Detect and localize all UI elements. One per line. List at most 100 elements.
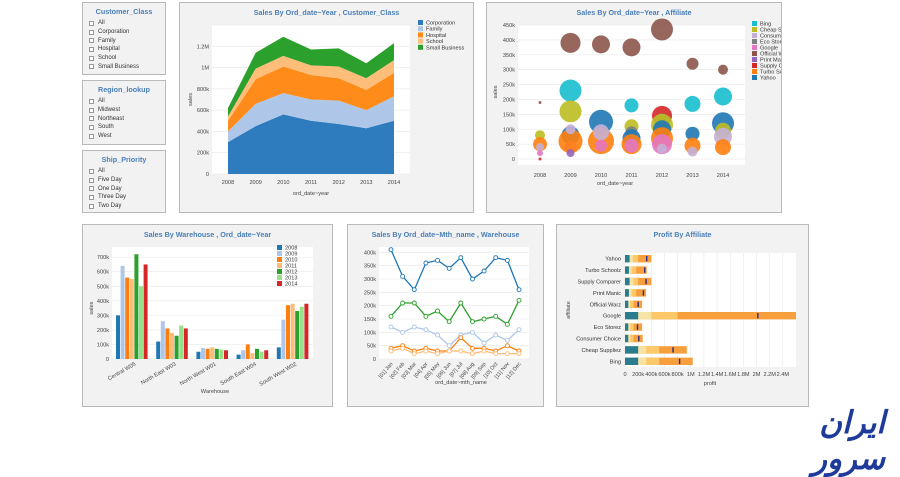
checkbox[interactable] — [89, 98, 94, 104]
bar-2011 — [290, 303, 295, 359]
x-tick-label: 2.4M — [777, 372, 790, 378]
checkbox[interactable] — [89, 194, 94, 200]
checkbox[interactable] — [89, 46, 94, 52]
range-band — [625, 323, 629, 331]
filter-option-five-day[interactable]: Five Day — [89, 176, 165, 185]
x-tick-label: 2013 — [360, 180, 372, 186]
x-tick-label: 2014 — [717, 173, 729, 179]
y-tick-label: 100k — [364, 330, 376, 336]
filter-option-northeast[interactable]: Northeast — [89, 114, 165, 123]
legend-label: Google — [760, 46, 778, 52]
filter-option-all[interactable]: All — [89, 19, 165, 28]
filter-option-all[interactable]: All — [89, 167, 165, 176]
x-tick-label: 1.4M — [711, 372, 724, 378]
range-band — [625, 312, 796, 320]
line-point — [470, 276, 475, 282]
y-tick-label: 1.2M — [197, 44, 210, 50]
x-tick-label: 2010 — [277, 180, 289, 186]
checkbox[interactable] — [89, 38, 94, 44]
y-tick-label: 600k — [197, 108, 209, 114]
line-point — [458, 348, 464, 354]
filter-option-school[interactable]: School — [89, 54, 165, 63]
filter-option-corporation[interactable]: Corporation — [89, 28, 165, 37]
filter-ship-priority: Ship_Priority All Five Day One Day Three… — [82, 150, 166, 213]
filter-option-all[interactable]: All — [89, 97, 165, 106]
line-point — [458, 300, 464, 306]
y-tick-label: 0 — [106, 357, 109, 363]
filter-option-one-day[interactable]: One Day — [89, 184, 165, 193]
filter-option-west[interactable]: West — [89, 132, 165, 141]
legend-label: Small Business — [426, 45, 464, 51]
checkbox[interactable] — [89, 124, 94, 130]
x-tick-label: 2012 — [332, 180, 344, 186]
filter-option-midwest[interactable]: Midwest — [89, 106, 165, 115]
line-point — [388, 348, 394, 354]
y-tick-label: 800k — [197, 87, 209, 93]
bar-2008 — [156, 341, 161, 359]
checkbox[interactable] — [89, 29, 94, 35]
y-tick-label: 350k — [503, 53, 515, 59]
y-tick-label: 200k — [197, 151, 209, 157]
checkbox[interactable] — [89, 20, 94, 26]
bar-2008 — [196, 351, 201, 359]
target-marker — [644, 267, 646, 273]
y-tick-label: 250k — [503, 83, 515, 89]
checkbox[interactable] — [89, 64, 94, 70]
filter-option-family[interactable]: Family — [89, 36, 165, 45]
bubble-consumer-cho — [687, 146, 698, 157]
checkbox[interactable] — [89, 55, 94, 61]
y-tick-label: 100k — [97, 342, 109, 348]
legend-swatch — [418, 20, 423, 25]
filter-option-three-day[interactable]: Three Day — [89, 193, 165, 202]
range-band — [625, 334, 643, 343]
bubble-google — [595, 139, 607, 152]
y-tick-label: 1M — [201, 66, 209, 72]
x-axis-label: Warehouse — [201, 389, 229, 395]
legend-swatch — [418, 32, 423, 38]
line-point — [446, 343, 452, 349]
x-axis-label: profit — [704, 381, 717, 387]
checkbox[interactable] — [89, 168, 94, 174]
x-axis-label: ord_date~mth_name — [435, 380, 487, 386]
bubble-consumer-cho — [565, 124, 576, 135]
checkbox[interactable] — [89, 203, 94, 209]
legend-swatch — [752, 21, 757, 26]
y-tick-label: Consumer Choice — [576, 337, 621, 343]
y-tick-label: 250k — [364, 290, 376, 296]
line-point — [388, 247, 394, 253]
bar-2011 — [210, 347, 215, 359]
range-band — [625, 357, 639, 365]
checkbox[interactable] — [89, 133, 94, 139]
filter-option-two-day[interactable]: Two Day — [89, 202, 165, 211]
bar-2008 — [276, 347, 281, 359]
line-point — [423, 348, 429, 354]
checkbox[interactable] — [89, 107, 94, 113]
panel-profit-by-affiliate: Profit By Affiliate 0 200k 400k 600k 800k 1M 1… — [556, 224, 809, 407]
line-point — [400, 329, 406, 335]
line-point — [504, 321, 510, 327]
y-tick-label: Official Warz — [590, 302, 622, 308]
filter-option-hospital[interactable]: Hospital — [89, 45, 165, 54]
legend-label: 2013 — [285, 276, 297, 282]
filter-option-south[interactable]: South — [89, 123, 165, 132]
filter-option-small-business[interactable]: Small Business — [89, 62, 165, 71]
bar-2009 — [160, 321, 165, 359]
x-axis-label: ord_date~year — [293, 191, 329, 197]
checkbox[interactable] — [89, 116, 94, 122]
legend-label: Turbo Schoolz — [760, 70, 781, 76]
checkbox[interactable] — [89, 186, 94, 192]
x-tick-label: 2009 — [249, 180, 261, 186]
line-point — [388, 324, 394, 330]
y-axis-label: sales — [188, 93, 194, 106]
y-tick-label: Bing — [610, 359, 621, 365]
checkbox[interactable] — [89, 177, 94, 183]
bubble-bing — [624, 98, 639, 113]
bar-2010 — [245, 344, 250, 359]
x-tick-label: 1M — [687, 372, 695, 378]
bubble-google — [537, 150, 543, 157]
line-point — [446, 265, 452, 271]
bubble-official-warz — [560, 32, 581, 53]
line-point — [481, 340, 487, 346]
y-tick-label: 400k — [97, 299, 109, 305]
y-tick-label: 100k — [503, 127, 515, 133]
